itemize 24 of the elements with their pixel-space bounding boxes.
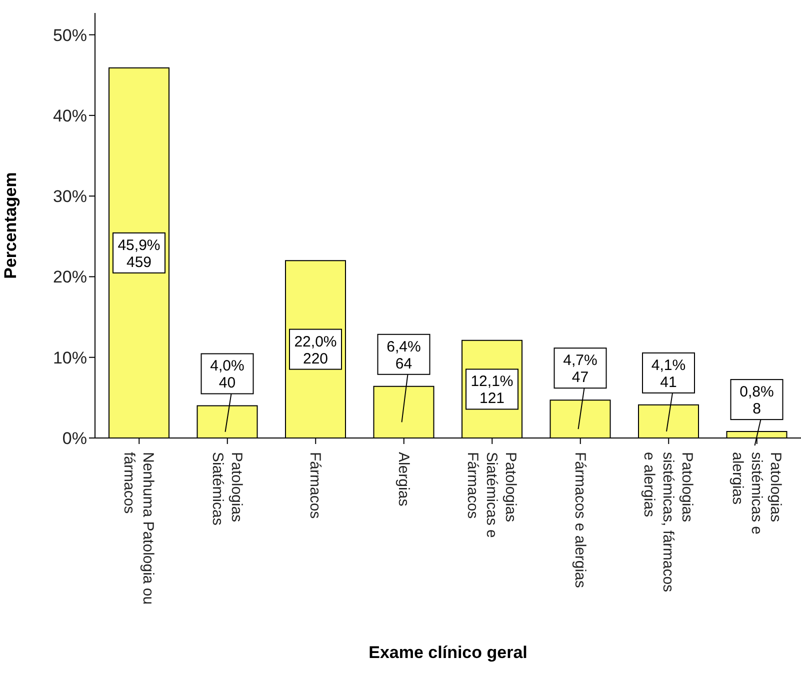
- x-tick-label: Patologias sistémicas, fármacos e alergias: [640, 452, 696, 592]
- data-label: 4,7% 47: [563, 352, 598, 386]
- y-axis-title: Percentagem: [1, 172, 20, 279]
- x-axis-title: Exame clínico geral: [368, 643, 528, 662]
- x-tick-label: Patologias sistémicas e alergias: [728, 452, 784, 535]
- y-tick-label: 30%: [52, 187, 87, 206]
- data-label: 6,4% 64: [386, 338, 421, 372]
- x-tick-label: Fármacos: [306, 452, 324, 519]
- data-label: 4,0% 40: [210, 358, 244, 392]
- x-tick-label: Fármacos e alergias: [571, 452, 588, 588]
- x-tick-label: Nenhuma Patologia ou fármacos: [120, 452, 157, 605]
- y-tick-label: 10%: [52, 348, 87, 368]
- x-tick-label: Alergias: [394, 452, 412, 506]
- y-tick-label: 40%: [52, 106, 87, 126]
- y-tick-label: 0%: [62, 429, 87, 448]
- data-label: 4,1% 41: [651, 356, 686, 391]
- x-tick-label: Patologias Siatémicas: [208, 452, 245, 526]
- data-label: 22,0% 220: [294, 333, 337, 368]
- data-label: 45,9% 459: [118, 236, 160, 271]
- y-tick-label: 20%: [52, 268, 87, 287]
- y-tick-label: 50%: [52, 26, 87, 45]
- data-label: 0,8% 8: [740, 384, 774, 418]
- x-tick-label: Patologias Siatémicas e Fármacos: [464, 452, 520, 538]
- data-label: 12,1% 121: [470, 373, 514, 408]
